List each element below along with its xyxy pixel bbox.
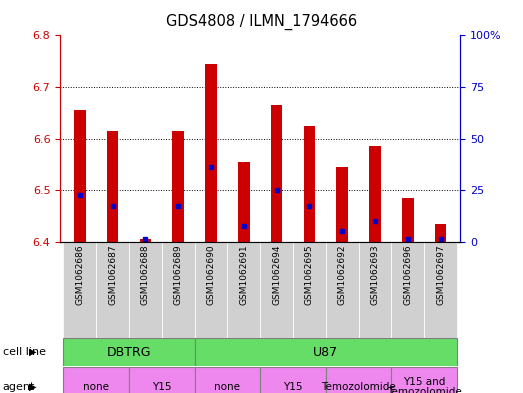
Bar [129,242,162,338]
Text: GSM1062692: GSM1062692 [338,244,347,305]
Text: GSM1062694: GSM1062694 [272,244,281,305]
Bar [63,338,195,366]
Bar [326,367,391,393]
Bar [140,239,151,242]
Text: GSM1062686: GSM1062686 [75,244,84,305]
Bar [107,131,118,242]
Bar [63,242,96,338]
Bar [63,367,129,393]
Text: Temozolomide: Temozolomide [321,382,396,392]
Bar [74,110,86,242]
Text: GDS4808 / ILMN_1794666: GDS4808 / ILMN_1794666 [166,14,357,30]
Bar [369,146,381,242]
Text: U87: U87 [313,345,338,359]
Bar [391,367,457,393]
Text: GSM1062691: GSM1062691 [240,244,248,305]
Bar [435,224,446,242]
Text: agent: agent [3,382,35,392]
Bar [195,367,260,393]
Bar [260,242,293,338]
Bar [271,105,282,242]
Text: ▶: ▶ [29,347,36,357]
Text: none: none [214,382,241,392]
Bar [336,167,348,242]
Bar [96,242,129,338]
Text: GSM1062695: GSM1062695 [305,244,314,305]
Bar [238,162,249,242]
Text: DBTRG: DBTRG [107,345,151,359]
Text: ▶: ▶ [29,382,36,392]
Bar [293,242,326,338]
Bar [195,242,228,338]
Text: none: none [83,382,109,392]
Bar [391,242,424,338]
Text: Y15 and
Temozolomide: Y15 and Temozolomide [387,376,461,393]
Text: GSM1062693: GSM1062693 [370,244,380,305]
Bar [359,242,391,338]
Bar [228,242,260,338]
Bar [173,131,184,242]
Text: Y15: Y15 [283,382,303,392]
Bar [260,367,326,393]
Bar [195,338,457,366]
Bar [402,198,414,242]
Bar [162,242,195,338]
Text: GSM1062690: GSM1062690 [207,244,215,305]
Text: Y15: Y15 [152,382,172,392]
Text: GSM1062689: GSM1062689 [174,244,183,305]
Text: GSM1062696: GSM1062696 [403,244,412,305]
Bar [304,126,315,242]
Text: GSM1062697: GSM1062697 [436,244,445,305]
Bar [129,367,195,393]
Bar [326,242,359,338]
Bar [424,242,457,338]
Text: GSM1062687: GSM1062687 [108,244,117,305]
Bar [205,64,217,242]
Text: cell line: cell line [3,347,46,357]
Text: GSM1062688: GSM1062688 [141,244,150,305]
